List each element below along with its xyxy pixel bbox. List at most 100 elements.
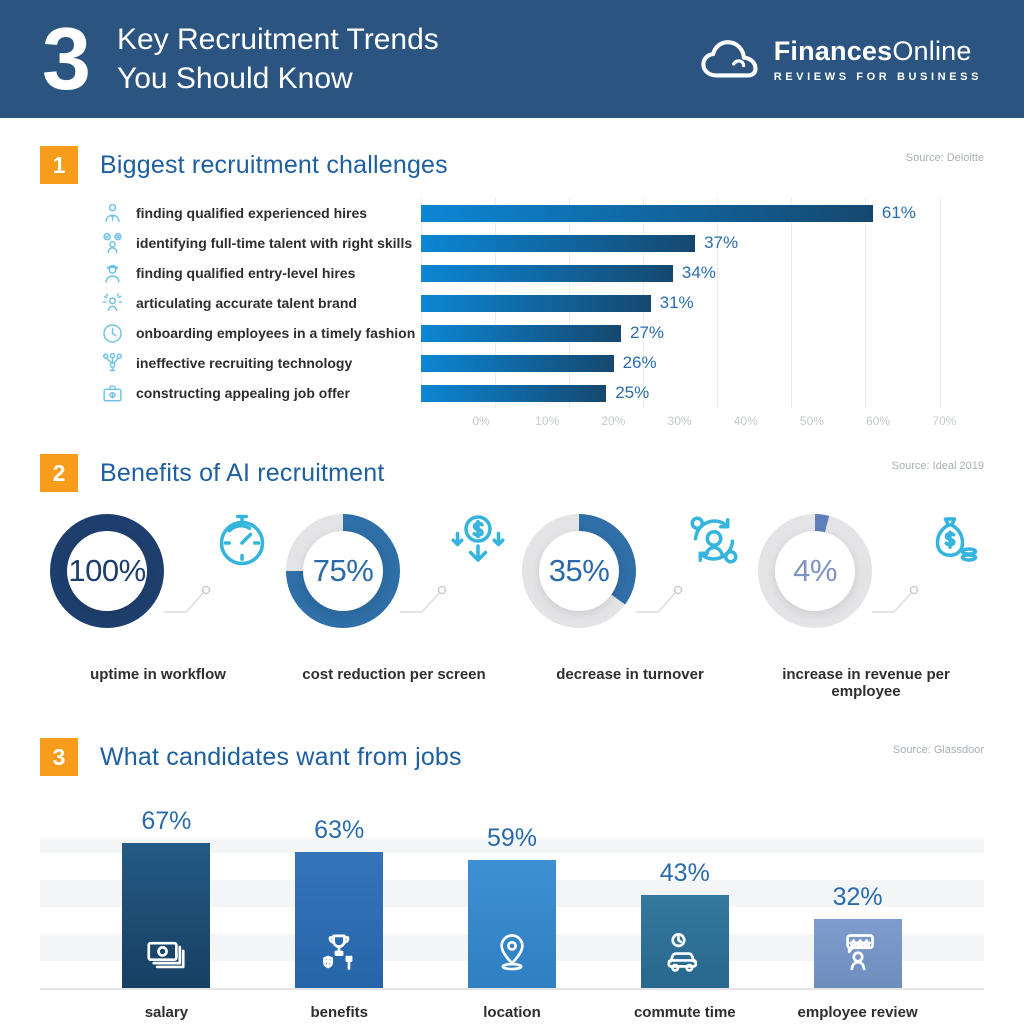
challenge-label: identifying full-time talent with right … (136, 235, 413, 251)
bar-value-label: 37% (704, 233, 739, 252)
revenue-icon (920, 510, 980, 575)
x-tick-label: 50% (799, 414, 824, 428)
briefcase-icon (103, 384, 122, 402)
bar (421, 294, 651, 312)
chart-category-labels: salary benefits location commute time employ… (80, 1004, 944, 1021)
bar-value-label: 25% (615, 383, 650, 402)
bar-area: 37% (421, 233, 984, 253)
bar-value-label: 32% (832, 883, 883, 911)
commute-icon (667, 933, 697, 972)
bar-value-label: 61% (881, 203, 916, 222)
location-pin-icon (500, 934, 524, 971)
cloud-icon (696, 36, 760, 82)
bar-area: 61% (421, 203, 984, 223)
clock-icon (100, 321, 136, 346)
logo-text: FinancesOnline REVIEWS FOR BUSINESS (774, 36, 982, 83)
candidates-want-bar-chart: 67% 63% 59% 43% 32% salary benefits location co… (40, 800, 984, 1021)
x-tick-label: 10% (535, 414, 560, 428)
bar (421, 264, 673, 282)
challenge-label: finding qualified experienced hires (136, 205, 368, 221)
bar-value-label: 43% (659, 859, 710, 887)
section-ai-benefits: 2 Benefits of AI recruitment Source: Ide… (0, 454, 1024, 492)
bar-column: 63% (253, 800, 426, 988)
cost-down-icon (448, 510, 508, 575)
stopwatch-icon (219, 514, 265, 566)
challenge-row: articulating accurate talent brand 31% (100, 288, 984, 318)
page-title-line1: Key Recruitment Trends (116, 23, 439, 56)
challenge-row: constructing appealing job offer 25% (100, 378, 984, 408)
x-tick-label: 60% (866, 414, 891, 428)
donut-ring: 75% (286, 514, 400, 628)
donut-label: decrease in turnover (556, 666, 704, 683)
revenue-icon (935, 517, 978, 562)
category-label: commute time (633, 1004, 736, 1021)
section-2-number-badge: 2 (40, 454, 78, 492)
chart-baseline (40, 988, 984, 990)
donut-ring: 4% (758, 514, 872, 628)
category-label: benefits (310, 1004, 368, 1021)
connector-line (636, 585, 683, 613)
section-2-heading: 2 Benefits of AI recruitment Source: Ide… (40, 454, 984, 492)
donut-card: 75% cost reduction per screen (276, 510, 512, 700)
challenge-label: onboarding employees in a timely fashion (136, 325, 416, 341)
header-banner: 3 Key Recruitment Trends You Should Know… (0, 0, 1024, 118)
gridline (939, 198, 941, 408)
gridline (717, 198, 719, 408)
section-candidates-want: 3 What candidates want from jobs Source:… (0, 738, 1024, 1021)
connector-line (400, 585, 447, 613)
section-challenges: 1 Biggest recruitment challenges Source:… (0, 146, 1024, 430)
bar (421, 324, 621, 342)
donut-percentage: 75% (312, 553, 374, 588)
logo-tagline: REVIEWS FOR BUSINESS (773, 70, 982, 83)
challenge-label: articulating accurate talent brand (136, 295, 357, 311)
network-icon (100, 351, 136, 376)
donut-card: 4% increase in revenue per employee (748, 510, 984, 700)
section-1-source: Source: Deloitte (905, 152, 984, 164)
x-tick-label: 40% (733, 414, 758, 428)
section-2-source: Source: Ideal 2019 (891, 460, 984, 472)
stopwatch-icon (212, 510, 272, 575)
donut-card: 100% uptime in workflow (40, 510, 276, 700)
bar-value-label: 63% (314, 816, 365, 844)
bar-value-label: 59% (486, 824, 538, 852)
turnover-icon (684, 510, 744, 575)
bar (813, 919, 902, 988)
bar (421, 234, 696, 252)
donut-canvas: 75% (276, 510, 512, 644)
challenge-row: onboarding employees in a timely fashion… (100, 318, 984, 348)
bar-column: 32% (771, 800, 944, 988)
chart-columns: 67% 63% 59% 43% 32% (80, 800, 944, 988)
bar (640, 895, 729, 988)
category-label: location (483, 1004, 541, 1021)
bar (421, 354, 614, 372)
bar-value-label: 27% (630, 323, 665, 342)
donut-canvas: 4% (748, 510, 984, 644)
cost-down-icon (451, 515, 505, 562)
chart-x-axis: 0% 10% 20% 30% 40% 50% 60% 70% (421, 408, 984, 430)
challenge-row: finding qualified entry-level hires 34% (100, 258, 984, 288)
businessman-icon (105, 203, 120, 222)
bar-value-label: 34% (681, 263, 716, 282)
benefits-icon (323, 934, 353, 970)
talent-brand-icon (100, 291, 136, 316)
money-icon (147, 941, 185, 969)
page-title-line2: You Should Know (116, 62, 353, 95)
challenge-row: identifying full-time talent with right … (100, 228, 984, 258)
worker-icon (100, 261, 136, 286)
page-title: Key Recruitment Trends You Should Know (117, 20, 439, 98)
bar-value-label: 67% (141, 807, 192, 835)
challenge-label: constructing appealing job offer (136, 385, 350, 401)
donut-label: uptime in workflow (90, 666, 226, 683)
clock-icon (103, 323, 122, 343)
section-1-heading: 1 Biggest recruitment challenges Source:… (40, 146, 984, 184)
donut-label: increase in revenue per employee (782, 666, 950, 700)
section-3-heading: 3 What candidates want from jobs Source:… (40, 738, 984, 776)
bar-area: 26% (421, 353, 984, 373)
logo-brand-bold: Finances (773, 35, 893, 66)
finances-online-logo: FinancesOnline REVIEWS FOR BUSINESS (696, 36, 982, 83)
bar-area: 34% (421, 263, 984, 283)
bar (467, 860, 556, 988)
challenge-row: ineffective recruiting technology 26% (100, 348, 984, 378)
bar-area: 27% (421, 323, 984, 343)
